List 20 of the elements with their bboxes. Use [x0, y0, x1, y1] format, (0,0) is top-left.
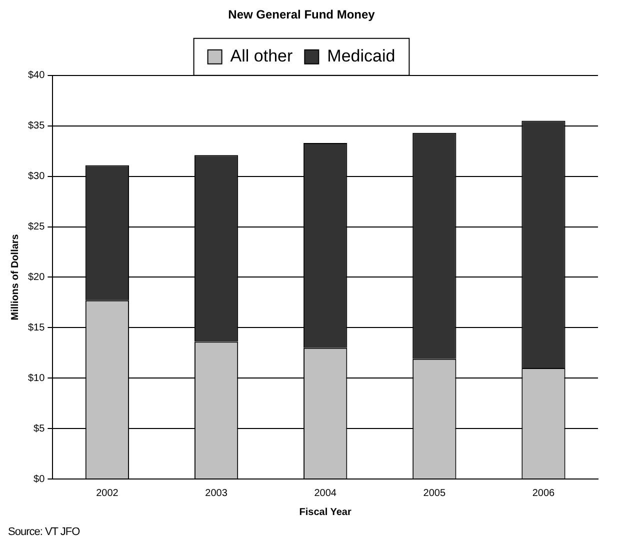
y-tick-label: $30 [28, 171, 46, 182]
y-tick-label: $25 [28, 222, 46, 232]
x-tick-label: 2004 [314, 488, 337, 499]
y-tick-label: $15 [28, 322, 46, 334]
x-tick-label: 2002 [96, 488, 119, 499]
x-tick-label: 2005 [423, 488, 446, 499]
source-note: Source: VT JFO [8, 526, 80, 538]
y-tick-label: $40 [28, 70, 46, 82]
y-tick-label: $35 [28, 120, 46, 132]
legend-label: All other [230, 46, 294, 66]
y-tick-label: $20 [28, 272, 46, 283]
x-axis-title: Fiscal Year [299, 506, 352, 518]
x-tick-label: 2003 [205, 488, 228, 499]
y-tick-label: $5 [34, 423, 46, 434]
legend-label: Medicaid [327, 46, 396, 66]
x-tick-label: 2006 [532, 488, 556, 499]
y-axis-title: Millions of Dollars [10, 234, 21, 320]
chart-title: New General Fund Money [228, 8, 376, 22]
y-tick-label: $0 [34, 474, 46, 485]
y-tick-label: $10 [28, 372, 46, 384]
